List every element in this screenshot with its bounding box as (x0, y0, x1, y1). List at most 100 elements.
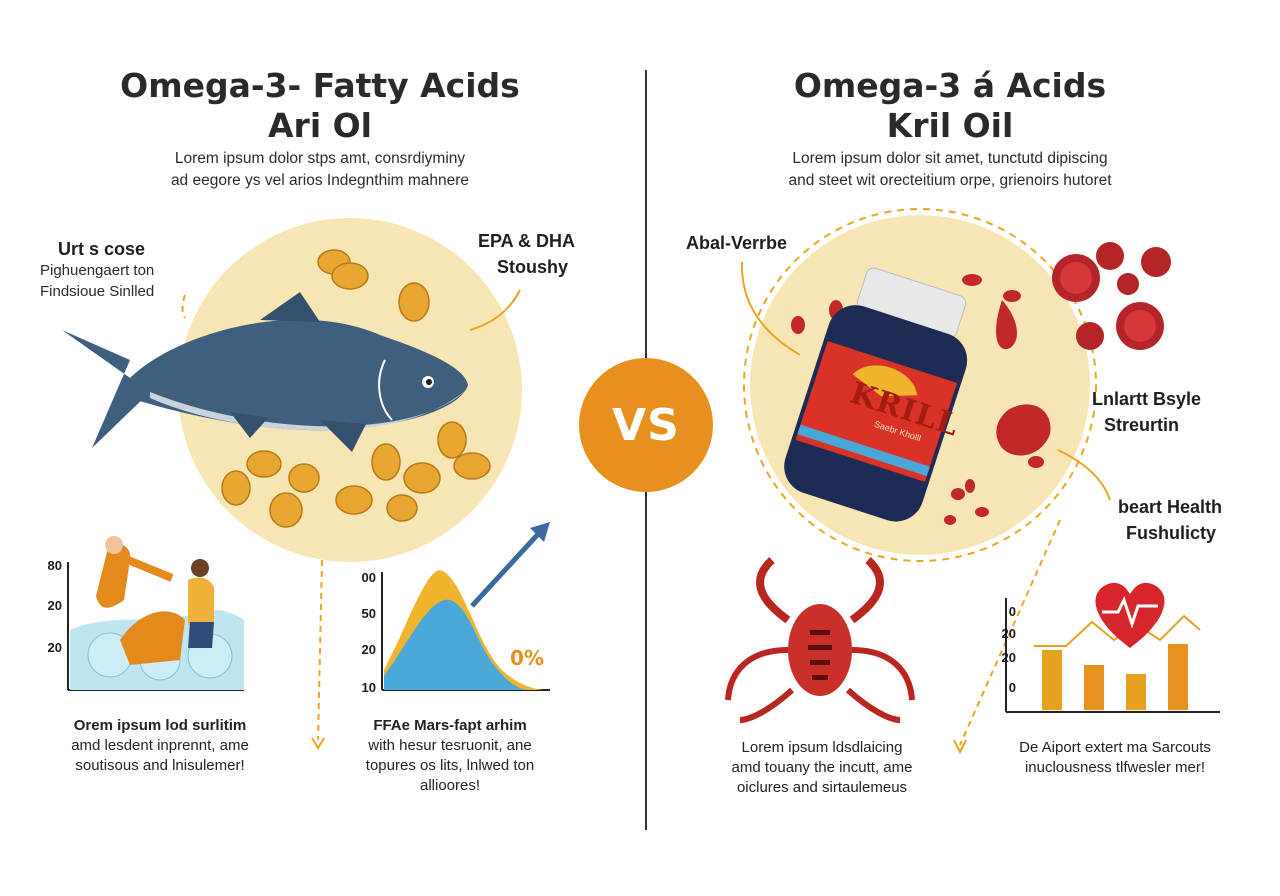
right-label-a-line1: Lnlartt Bsyle (1092, 389, 1202, 409)
left-caption2-line3: topures os lits, lnlwed ton (365, 757, 535, 774)
left-caption1-line3: soutisous and lnisulemer! (75, 757, 245, 774)
vs-badge: VS (579, 358, 713, 492)
capsule-icon (269, 492, 303, 528)
left-subtitle-line2: ad eegore ys vel arios Indegnthim mahner… (170, 172, 470, 189)
left-caption2-line2: with hesur tesruonit, ane (368, 737, 532, 754)
blood-cell-icon (1096, 242, 1124, 270)
epa-connector (469, 289, 521, 331)
right-chart-tick: 20 (1001, 626, 1016, 641)
capsule-icon (386, 494, 418, 522)
capsule-icon (437, 421, 467, 459)
right-caption1-line3: oiclures and sirtaulemeus (736, 779, 908, 796)
capsule-icon (403, 462, 441, 494)
capsule-icons (221, 249, 491, 528)
right-label-a: Lnlartt Bsyle Streurtin (1092, 386, 1201, 438)
left-callout-text: Pighuengaert ton Findsioue Sinlled (40, 260, 154, 302)
left-subtitle-line1: Lorem ipsum dolor stps amt, consrdiyminy (174, 150, 466, 167)
left-chart1-tick: 80 (47, 558, 62, 573)
left-title-line1: Omega-3- Fatty Acids (120, 66, 520, 105)
left-title: Omega-3- Fatty Acids Ari Ol (60, 66, 580, 146)
capsule-icon (398, 282, 430, 322)
capsule-icon (335, 485, 373, 515)
right-callout-label: Abal-Verrbe (686, 233, 788, 253)
left-illustration (62, 218, 550, 750)
right-bar-chart (1005, 582, 1220, 713)
right-caption1-line2: amd touany the incutt, ame (731, 759, 913, 776)
left-chart1 (67, 536, 244, 691)
health-connector (1057, 449, 1111, 501)
capsule-icon (246, 450, 282, 478)
krill-oil-bottle-icon (784, 267, 968, 522)
blood-drop-icon (996, 300, 1017, 350)
right-label-b-line2: Fushulicty (1126, 523, 1217, 543)
right-label-b-line1: beart Health (1118, 497, 1223, 517)
left-chart1-tick: 20 (47, 640, 62, 655)
blood-drop-icon (965, 479, 975, 493)
right-subtitle: Lorem ipsum dolor sit amet, tunctutd dip… (700, 148, 1200, 192)
center-divider-top (645, 70, 647, 360)
left-down-connector (317, 559, 323, 741)
right-caption2-line1: De Aiport extert ma Sarcouts (1019, 739, 1211, 756)
left-caption1-line2: amd lesdent inprennt, ame (71, 737, 249, 754)
blood-cell-icon (1076, 322, 1104, 350)
left-caption1-line1: Orem ipsum lod surlitim (73, 717, 247, 734)
left-caption1: Orem ipsum lod surlitim amd lesdent inpr… (40, 716, 280, 776)
right-illustration (725, 208, 1220, 755)
left-caption2: FFAe Mars-fapt arhim with hesur tesruoni… (340, 716, 560, 796)
bar (1126, 674, 1146, 710)
right-label-a-line2: Streurtin (1104, 415, 1180, 435)
left-title-line2: Ari Ol (268, 106, 372, 145)
left-down-arrow-icon (311, 737, 325, 750)
right-title: Omega-3 á Acids Kril Oil (690, 66, 1210, 146)
capsule-icon (331, 262, 369, 290)
right-chart-tick: 0 (1008, 604, 1016, 619)
blood-drop-icon (975, 507, 989, 517)
blood-cell-icon (1117, 273, 1139, 295)
right-chart-tick: 0 (1008, 680, 1016, 695)
blood-drop-icon (1003, 290, 1021, 302)
bar (1042, 650, 1062, 710)
right-title-line2: Kril Oil (886, 106, 1014, 145)
right-callout-connector (740, 261, 801, 356)
capsule-icon (288, 463, 320, 493)
bar (1084, 665, 1104, 710)
left-chart2 (381, 522, 550, 691)
left-chart2-tick: 50 (361, 606, 376, 621)
left-caption2-line4: allioores! (419, 777, 481, 794)
right-title-line1: Omega-3 á Acids (793, 66, 1107, 105)
right-subtitle-line1: Lorem ipsum dolor sit amet, tunctutd dip… (792, 150, 1108, 167)
right-caption2-line2: inuclousness tlfwesler mer! (1024, 759, 1206, 776)
blood-drop-icon (951, 488, 965, 500)
epa-dha-line1: EPA & DHA (478, 231, 576, 251)
left-chart2-percent: 0% (510, 646, 544, 670)
left-chart2-tick: 10 (361, 680, 376, 695)
right-down-arrow-icon (953, 739, 967, 755)
capsule-icon (453, 452, 491, 480)
left-caption2-line1: FFAe Mars-fapt arhim (373, 717, 527, 734)
left-chart2-tick: 00 (361, 570, 376, 585)
center-divider-bottom (645, 492, 647, 830)
krill-crustacean-icon (725, 557, 915, 723)
left-chart2-tick: 20 (361, 642, 376, 657)
right-subtitle-line2: and steet wit orecteitium orpe, grienoir… (788, 172, 1112, 189)
right-caption1-line1: Lorem ipsum ldsdlaicing (741, 739, 903, 756)
right-caption1: Lorem ipsum ldsdlaicing amd touany the i… (702, 738, 942, 798)
left-callout-label: Urt s cose (58, 239, 146, 259)
blood-drop-icon (944, 515, 956, 525)
epa-dha-label: EPA & DHA Stoushy (478, 228, 575, 280)
capsule-icon (221, 470, 251, 506)
epa-dha-line2: Stoushy (497, 257, 569, 277)
right-caption2: De Aiport extert ma Sarcouts inuclousnes… (990, 738, 1240, 778)
right-label-b: beart Health Fushulicty (1118, 494, 1222, 546)
bar (1168, 644, 1188, 710)
krill-small-icon (996, 404, 1051, 456)
blood-cell-icons (1052, 242, 1171, 350)
blood-drop-icon (1028, 456, 1044, 468)
right-down-connector (959, 519, 1061, 746)
fish-icon (62, 292, 468, 452)
capsule-icon (371, 443, 401, 481)
left-subtitle: Lorem ipsum dolor stps amt, consrdiyminy… (80, 148, 560, 192)
blood-drop-icon (962, 274, 982, 286)
blood-drop-icon (791, 316, 805, 334)
right-dashed-ring (743, 208, 1097, 562)
